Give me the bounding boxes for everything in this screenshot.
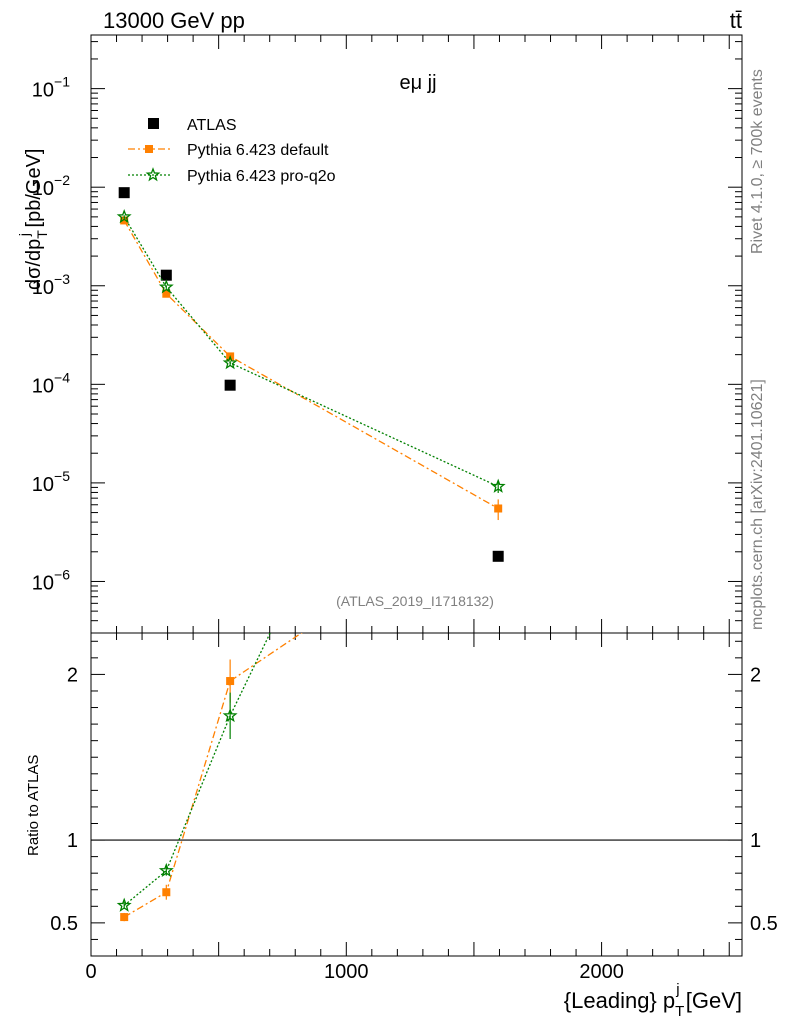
ratio-y-tick-label: 1 bbox=[67, 830, 78, 852]
ratio-default-point bbox=[226, 677, 235, 686]
ratio-proq2o-point bbox=[116, 897, 132, 912]
main-y-tick-label: 10−1 bbox=[32, 74, 70, 102]
main-axis-ticks: 10−6 10−5 10−4 10−3 10−2 10−1 bbox=[32, 35, 742, 634]
panel-title: eμ jj bbox=[399, 72, 436, 94]
ratio-y-tick-label: 0.5 bbox=[50, 913, 78, 935]
header-process-label: tt̄ bbox=[730, 8, 742, 33]
ratio-proq2o-point bbox=[222, 707, 238, 723]
pythia-default-point bbox=[494, 504, 503, 513]
ratio-axis-ticks: 0 1000 2000 0.5 0.5 1 1 2 2 bbox=[50, 633, 778, 983]
main-y-tick-label: 10−4 bbox=[32, 369, 70, 397]
legend-proq2o-label: Pythia 6.423 pro-q2o bbox=[187, 168, 336, 185]
ratio-proq2o-point bbox=[492, 155, 503, 166]
legend-atlas-label: ATLAS bbox=[187, 117, 237, 134]
pythia-proq2o-point bbox=[490, 478, 506, 493]
rivet-version-label: Rivet 4.1.0, ≥ 700k events bbox=[749, 69, 766, 254]
x-tick-label: 1000 bbox=[324, 961, 369, 983]
mcplots-label: mcplots.cern.ch [arXiv:2401.10621] bbox=[749, 379, 766, 630]
ratio-plot-frame bbox=[90, 632, 743, 957]
legend: ATLAS Pythia 6.423 default Pythia 6.423 … bbox=[128, 117, 336, 185]
legend-default-label: Pythia 6.423 default bbox=[187, 142, 329, 159]
main-y-axis-label: dσ/dpTj [pb/GeV] bbox=[16, 149, 50, 290]
pythia-proq2o-point bbox=[116, 209, 132, 224]
legend-atlas-marker bbox=[148, 118, 159, 129]
atlas-data-point bbox=[492, 550, 504, 562]
legend-proq2o-marker bbox=[145, 167, 161, 182]
pythia-proq2o-point bbox=[222, 355, 238, 370]
ratio-series-line bbox=[123, 633, 271, 906]
ratio-y-axis-label: Ratio to ATLAS bbox=[25, 755, 42, 856]
x-axis-label: {Leading} pTj [GeV] bbox=[564, 981, 742, 1020]
atlas-data-point bbox=[118, 187, 130, 199]
ratio-proq2o-point bbox=[158, 862, 174, 878]
atlas-data-point bbox=[160, 269, 172, 281]
ratio-y-tick-label: 2 bbox=[67, 664, 78, 686]
main-y-tick-label: 10−2 bbox=[32, 172, 70, 200]
main-series-line bbox=[123, 220, 499, 510]
main-plot-area bbox=[116, 187, 506, 562]
pythia-default-point bbox=[162, 289, 171, 298]
ratio-default-point bbox=[120, 913, 129, 922]
ratio-default-point bbox=[162, 888, 171, 897]
atlas-data-point bbox=[224, 379, 236, 391]
ratio-y-tick-label-right: 1 bbox=[750, 830, 761, 852]
pythia-proq2o-point bbox=[158, 279, 174, 294]
pythia-default-point bbox=[120, 216, 129, 225]
ratio-series-line bbox=[123, 633, 303, 918]
main-y-tick-label: 10−5 bbox=[32, 468, 70, 496]
x-tick-label: 0 bbox=[85, 961, 96, 983]
main-y-tick-label: 10−3 bbox=[32, 271, 70, 299]
main-series-line bbox=[123, 216, 499, 488]
ratio-plot-area bbox=[116, 155, 503, 922]
legend-default-marker bbox=[145, 145, 153, 153]
ratio-y-tick-label-right: 0.5 bbox=[750, 913, 778, 935]
ratio-y-tick-label-right: 2 bbox=[750, 664, 761, 686]
main-y-tick-label: 10−6 bbox=[32, 566, 70, 594]
x-tick-label: 2000 bbox=[579, 961, 624, 983]
legend-star-shape bbox=[145, 167, 161, 182]
analysis-watermark: (ATLAS_2019_I1718132) bbox=[336, 593, 494, 609]
header-energy-label: 13000 GeV pp bbox=[103, 8, 245, 33]
